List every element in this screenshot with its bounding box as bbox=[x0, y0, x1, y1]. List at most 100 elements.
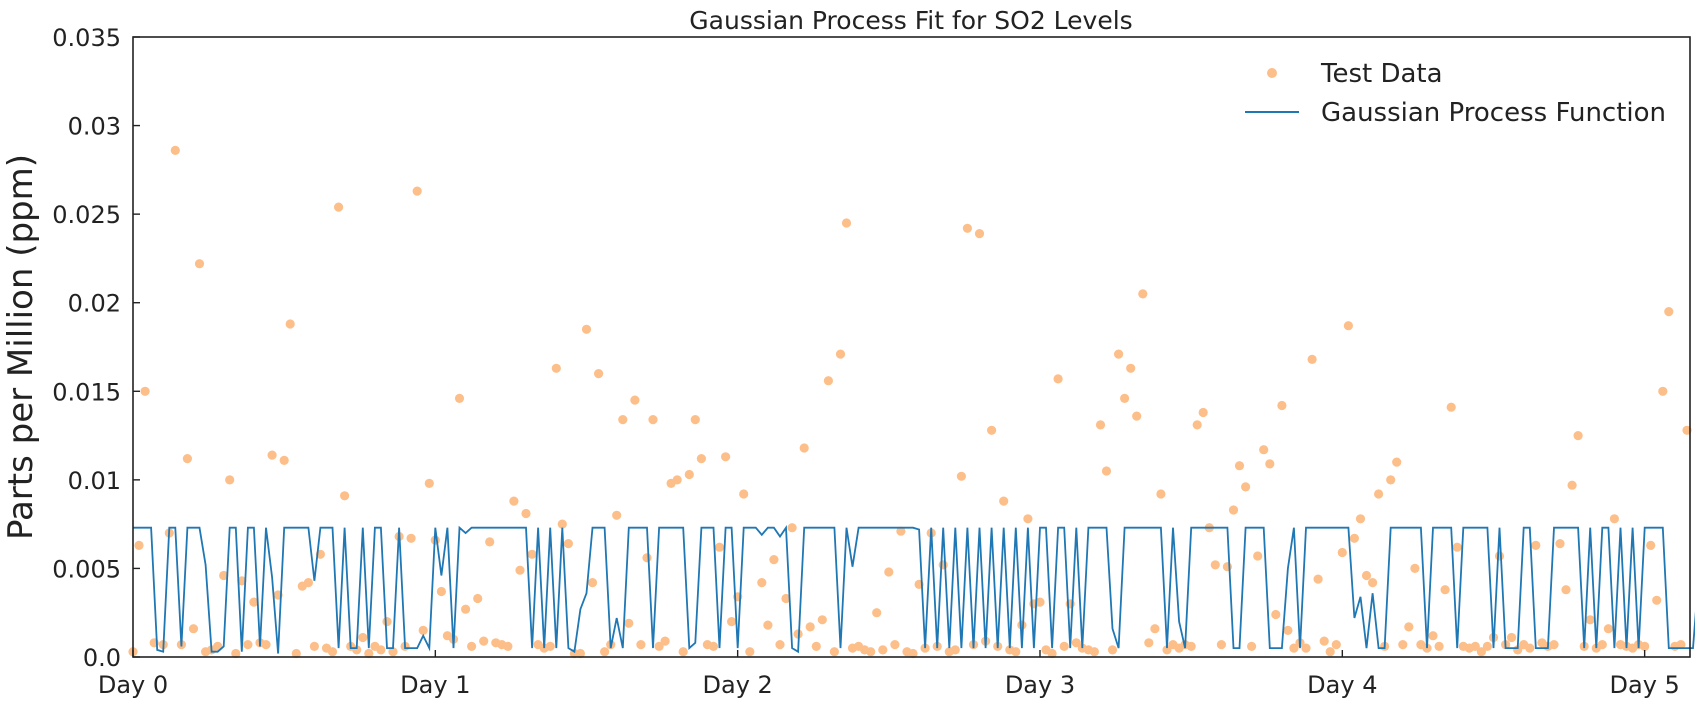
y-tick-label: 0.02 bbox=[68, 290, 121, 318]
test-data-point bbox=[1210, 560, 1220, 570]
test-data-point bbox=[479, 636, 489, 646]
test-data-point bbox=[817, 615, 827, 625]
test-data-point bbox=[866, 647, 876, 657]
x-axis: Day 0 Day 1 Day 2 Day 3 Day 4 Day 5 bbox=[98, 650, 1680, 699]
test-data-point bbox=[327, 647, 338, 657]
test-data-point bbox=[1319, 636, 1329, 646]
test-data-point bbox=[721, 452, 731, 462]
test-data-point bbox=[170, 145, 180, 155]
y-axis-label: Parts per Million (ppm) bbox=[1, 154, 41, 540]
test-data-point bbox=[1101, 466, 1112, 476]
test-data-point bbox=[551, 363, 561, 373]
y-tick-label: 0.01 bbox=[68, 467, 121, 495]
test-data-point bbox=[594, 369, 604, 379]
test-data-point bbox=[1053, 374, 1063, 384]
test-data-point bbox=[642, 553, 652, 563]
test-data-point bbox=[757, 578, 767, 588]
test-data-point bbox=[660, 636, 670, 646]
test-data-point bbox=[1301, 643, 1311, 653]
test-data-point bbox=[1652, 595, 1662, 605]
test-data-point bbox=[1325, 647, 1335, 657]
test-data-point bbox=[696, 454, 707, 464]
test-data-point bbox=[503, 641, 513, 652]
test-data-point bbox=[799, 443, 809, 453]
test-data-point bbox=[303, 578, 313, 588]
legend-label-gp-function: Gaussian Process Function bbox=[1321, 98, 1666, 128]
test-data-point bbox=[1531, 540, 1541, 551]
test-data-point bbox=[1150, 624, 1160, 634]
test-data-point bbox=[521, 508, 531, 519]
test-data-point bbox=[1095, 420, 1106, 430]
test-data-point bbox=[1404, 622, 1414, 632]
test-data-point bbox=[1482, 641, 1492, 652]
x-tick-label: Day 0 bbox=[98, 671, 168, 699]
test-data-point bbox=[1265, 459, 1275, 469]
test-data-point bbox=[225, 475, 235, 485]
test-data-point bbox=[285, 319, 295, 329]
test-data-point bbox=[1313, 574, 1323, 584]
y-axis: 0.0 0.005 0.01 0.015 0.02 0.025 0.03 0.035 bbox=[52, 24, 140, 672]
test-data-point bbox=[1567, 480, 1577, 490]
test-data-point bbox=[962, 223, 973, 233]
test-data-point bbox=[1555, 539, 1565, 549]
test-data-point bbox=[841, 218, 852, 228]
test-data-point bbox=[1398, 640, 1408, 650]
legend: Test Data Gaussian Process Function bbox=[1245, 59, 1666, 128]
test-data-point bbox=[1664, 307, 1674, 317]
test-data-point bbox=[714, 542, 725, 552]
test-data-point bbox=[1368, 578, 1378, 588]
test-data-point bbox=[382, 617, 392, 627]
test-data-point bbox=[1047, 648, 1057, 659]
test-data-point bbox=[243, 640, 253, 650]
test-data-point bbox=[624, 618, 634, 628]
test-data-point bbox=[1089, 647, 1099, 657]
test-data-point bbox=[406, 533, 416, 543]
plot-frame bbox=[132, 36, 1691, 658]
test-data-point bbox=[775, 640, 785, 650]
test-data-point bbox=[823, 376, 834, 386]
legend-marker-test-data bbox=[1267, 68, 1277, 78]
test-data-point bbox=[1186, 641, 1196, 652]
y-tick-label: 0.035 bbox=[52, 24, 121, 52]
y-tick-label: 0.025 bbox=[52, 201, 121, 229]
y-tick-label: 0.03 bbox=[68, 113, 121, 141]
test-data-point bbox=[938, 560, 948, 570]
test-data-point bbox=[1549, 640, 1559, 650]
test-data-point bbox=[787, 523, 797, 533]
test-data-point bbox=[485, 537, 495, 547]
test-data-point bbox=[454, 393, 465, 403]
test-data-point bbox=[1676, 640, 1686, 650]
test-data-point bbox=[424, 478, 434, 488]
test-data-point bbox=[418, 625, 428, 636]
test-data-point bbox=[1434, 641, 1444, 652]
test-data-point bbox=[1289, 643, 1299, 653]
test-data-point bbox=[1494, 551, 1505, 561]
test-data-point bbox=[237, 576, 247, 586]
test-data-point bbox=[1646, 540, 1656, 551]
test-data-point bbox=[1138, 289, 1148, 299]
test-data-point bbox=[358, 632, 368, 643]
test-data-point bbox=[1349, 533, 1359, 543]
test-data-point bbox=[805, 622, 815, 632]
test-data-point bbox=[1277, 400, 1287, 411]
test-data-point bbox=[1476, 647, 1486, 657]
test-data-point bbox=[1374, 489, 1384, 499]
test-data-point bbox=[557, 519, 567, 529]
test-data-point bbox=[956, 471, 967, 481]
test-data-point bbox=[1307, 354, 1317, 364]
gp-line bbox=[133, 524, 1695, 654]
test-data-point bbox=[1452, 542, 1462, 552]
test-data-point bbox=[515, 565, 525, 575]
test-data-point bbox=[654, 641, 664, 652]
x-tick-label: Day 3 bbox=[1005, 671, 1075, 699]
test-data-point bbox=[1017, 620, 1027, 630]
test-data-point bbox=[636, 640, 646, 650]
scatter-layer bbox=[128, 145, 1692, 659]
test-data-point bbox=[1216, 640, 1226, 650]
chart-title: Gaussian Process Fit for SO2 Levels bbox=[689, 6, 1132, 35]
test-data-point bbox=[545, 641, 555, 652]
test-data-point bbox=[950, 645, 960, 655]
test-data-point bbox=[684, 469, 694, 480]
test-data-point bbox=[334, 202, 344, 212]
test-data-point bbox=[1247, 641, 1257, 652]
